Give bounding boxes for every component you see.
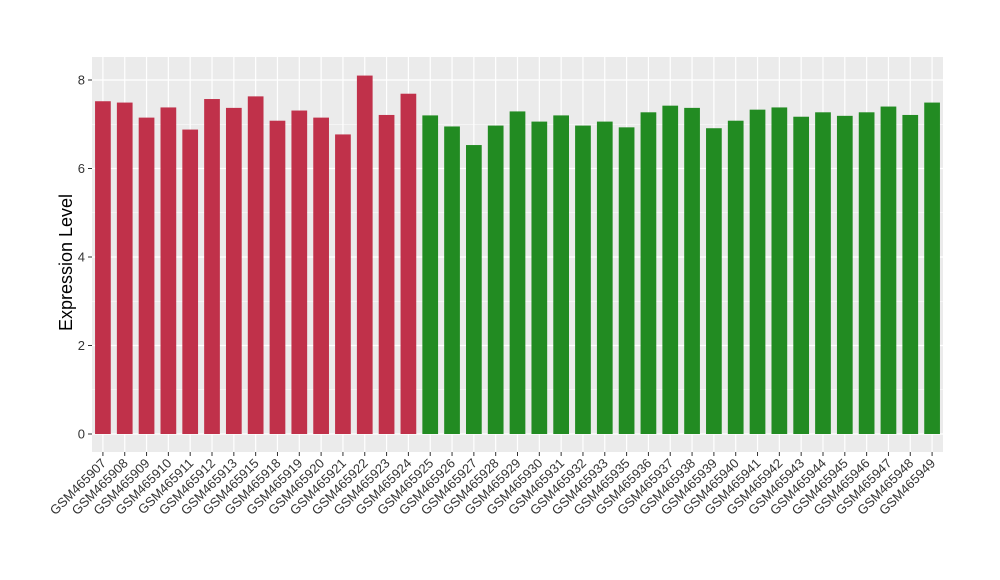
bar xyxy=(313,117,329,435)
bar xyxy=(182,129,199,434)
bar xyxy=(793,116,810,434)
bar xyxy=(466,145,482,435)
y-tick-label: 4 xyxy=(78,250,85,265)
bar xyxy=(509,111,526,434)
bar xyxy=(335,134,351,435)
bar xyxy=(924,102,940,434)
bar xyxy=(400,93,417,434)
bar xyxy=(684,107,700,434)
bar xyxy=(575,125,591,434)
bar xyxy=(836,115,853,434)
bar xyxy=(160,107,177,434)
bar-series xyxy=(95,75,940,435)
bar xyxy=(858,112,875,435)
bar xyxy=(553,115,569,435)
y-tick-label: 6 xyxy=(78,161,85,176)
bar xyxy=(95,101,111,435)
y-axis: 0 2 4 6 8 xyxy=(78,73,92,442)
y-axis-title: Expression Level xyxy=(56,194,76,331)
bar xyxy=(618,127,635,434)
bar xyxy=(706,128,722,435)
bar xyxy=(356,75,373,434)
bar xyxy=(247,96,264,434)
y-tick-label: 0 xyxy=(78,427,85,442)
bar xyxy=(378,114,395,435)
bar xyxy=(662,105,679,434)
bar xyxy=(225,107,242,434)
bar xyxy=(531,121,548,434)
bar xyxy=(204,99,220,434)
x-axis: GSM465907GSM465908GSM465909GSM465910GSM4… xyxy=(47,452,938,518)
bar xyxy=(749,109,766,435)
bar xyxy=(422,115,439,435)
bar xyxy=(116,102,133,434)
bar xyxy=(880,106,897,435)
bar xyxy=(138,117,155,435)
bar xyxy=(291,110,308,434)
bar xyxy=(815,112,831,435)
bar xyxy=(444,126,460,435)
bar xyxy=(596,121,613,434)
bar xyxy=(771,107,788,434)
y-tick-label: 2 xyxy=(78,338,85,353)
bar xyxy=(727,120,744,435)
bar xyxy=(487,125,504,434)
y-tick-label: 8 xyxy=(78,73,85,88)
bar xyxy=(902,114,919,435)
bar xyxy=(269,120,286,435)
bar xyxy=(640,112,657,435)
